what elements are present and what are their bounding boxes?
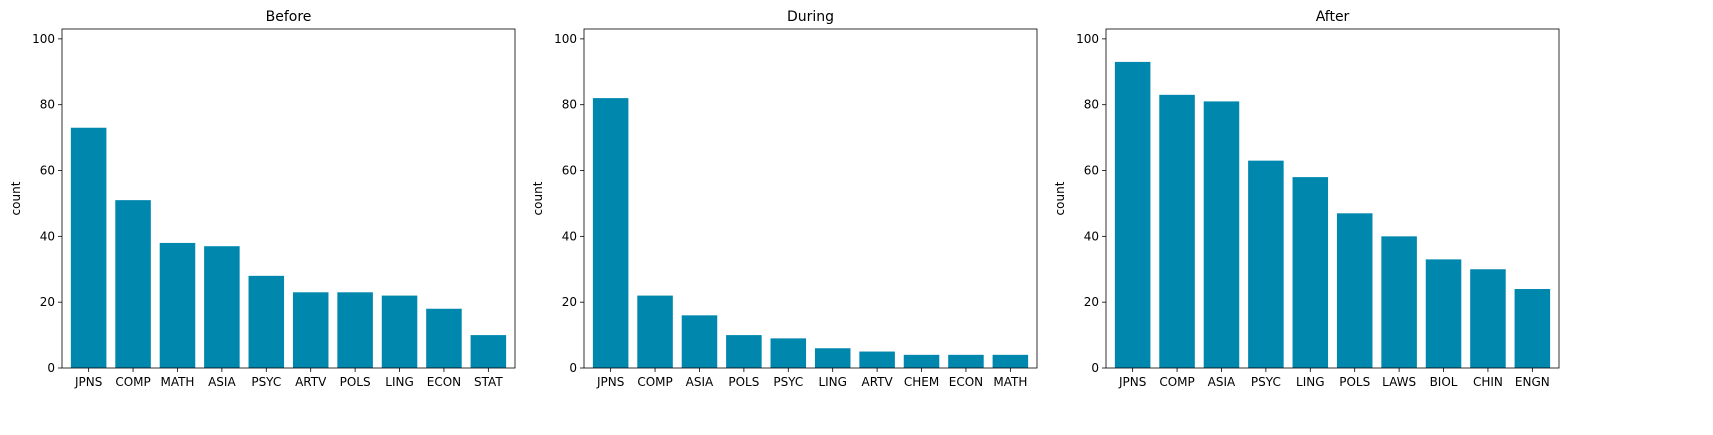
x-tick-label: STAT (474, 375, 503, 389)
x-tick-label: ECON (949, 375, 983, 389)
x-tick-label: POLS (728, 375, 759, 389)
axes-frame (583, 28, 1038, 369)
x-tick-label: COMP (637, 375, 672, 389)
bar-laws (1381, 236, 1417, 368)
x-tick-label: LING (385, 375, 414, 389)
y-tick-label: 40 (1084, 229, 1099, 243)
y-tick-label: 0 (1091, 361, 1099, 375)
x-tick-label: CHIN (1473, 375, 1503, 389)
y-tick-label: 80 (40, 98, 55, 112)
bar-chem (903, 354, 940, 368)
chart-title: Before (266, 9, 312, 25)
axes-frame (1105, 28, 1560, 369)
bar-math (992, 354, 1029, 368)
chart-after: After count 0 20 40 60 80 100 JPNS COMP ASIA PSYC… (1053, 9, 1560, 389)
x-tick-label: ARTV (862, 375, 894, 389)
y-tick-label: 60 (1084, 164, 1099, 178)
bar-psyc (770, 338, 807, 368)
bar-chin (1470, 269, 1506, 368)
y-axis-label: count (9, 181, 23, 215)
x-tick-label: ECON (427, 375, 461, 389)
chart-before: Before count 0 20 40 60 80 100 JPNS COMP MATH ASI… (9, 9, 516, 389)
axes-frame (61, 28, 516, 369)
bar-math (159, 242, 196, 368)
x-tick-label: PSYC (773, 375, 803, 389)
y-tick-label: 20 (562, 295, 577, 309)
x-tick-label: ARTV (295, 375, 327, 389)
bar-ling (381, 295, 418, 368)
x-tick-label: JPNS (1118, 375, 1146, 389)
y-tick-label: 80 (562, 98, 577, 112)
chart-during: During count 0 20 40 60 80 100 JPNS COMP ASIA POL… (531, 9, 1038, 389)
bar-psyc (248, 275, 285, 368)
y-tick-label: 100 (32, 32, 55, 46)
bar-econ (948, 354, 984, 368)
bar-artv (292, 292, 329, 368)
y-tick-label: 20 (40, 295, 55, 309)
x-tick-label: JPNS (74, 375, 102, 389)
y-tick-label: 20 (1084, 295, 1099, 309)
x-tick-label: PSYC (251, 375, 281, 389)
y-tick-label: 100 (554, 32, 577, 46)
bar-asia (1203, 101, 1240, 368)
bar-jpns (70, 127, 107, 369)
x-tick-label: POLS (1339, 375, 1370, 389)
x-tick-label: ASIA (208, 375, 236, 389)
chart-title: After (1316, 9, 1350, 25)
x-tick-label: LING (1296, 375, 1325, 389)
x-tick-label: CHEM (904, 375, 939, 389)
bar-asia (681, 315, 718, 368)
bar-pols (726, 335, 762, 368)
bar-econ (426, 308, 462, 368)
bar-ling (814, 348, 851, 368)
x-tick-label: BIOL (1430, 375, 1458, 389)
x-tick-label: ASIA (1208, 375, 1236, 389)
y-tick-label: 0 (47, 361, 55, 375)
x-tick-label: MATH (993, 375, 1027, 389)
y-tick-label: 40 (40, 229, 55, 243)
y-axis-label: count (531, 181, 545, 215)
bar-psyc (1248, 160, 1284, 368)
bar-pols (337, 292, 373, 368)
x-tick-label: POLS (340, 375, 371, 389)
x-tick-label: ENGN (1515, 375, 1550, 389)
bar-jpns (592, 98, 629, 369)
bar-ling (1292, 177, 1329, 368)
bar-pols (1336, 213, 1373, 368)
bar-engn (1514, 289, 1551, 368)
x-tick-label: LAWS (1382, 375, 1416, 389)
bar-artv (859, 351, 895, 368)
bar-jpns (1114, 61, 1151, 368)
y-axis-label: count (1053, 181, 1067, 215)
x-tick-label: MATH (160, 375, 194, 389)
y-tick-label: 0 (569, 361, 577, 375)
chart-title: During (787, 9, 834, 25)
y-tick-label: 60 (562, 164, 577, 178)
bar-comp (637, 295, 673, 368)
bar-biol (1425, 259, 1462, 368)
y-tick-label: 80 (1084, 98, 1099, 112)
x-tick-label: PSYC (1251, 375, 1281, 389)
bar-stat (470, 335, 507, 368)
bar-asia (204, 246, 240, 368)
y-tick-label: 40 (562, 229, 577, 243)
x-tick-label: ASIA (686, 375, 714, 389)
y-tick-label: 100 (1076, 32, 1099, 46)
x-tick-label: COMP (115, 375, 150, 389)
y-tick-label: 60 (40, 164, 55, 178)
x-tick-label: LING (818, 375, 847, 389)
x-tick-label: COMP (1159, 375, 1194, 389)
x-tick-label: JPNS (596, 375, 624, 389)
bar-comp (115, 200, 151, 368)
bar-comp (1159, 94, 1195, 368)
